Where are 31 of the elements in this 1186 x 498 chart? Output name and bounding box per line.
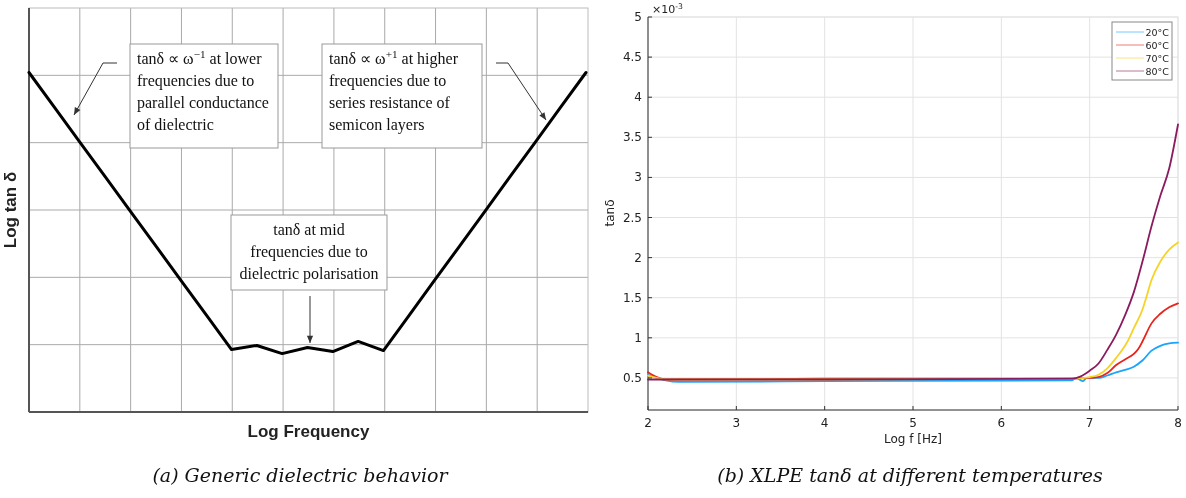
x-tick-label: 8 bbox=[1174, 416, 1182, 430]
text: (a) Generic dielectric behavior bbox=[152, 464, 450, 486]
x-tick-label: 5 bbox=[909, 416, 917, 430]
y-tick-label: 2.5 bbox=[622, 210, 642, 225]
y-axis-title: tanδ bbox=[603, 199, 617, 227]
y-tick-label: 5 bbox=[634, 10, 642, 24]
y-tick-label: 3.5 bbox=[622, 130, 642, 145]
y-tick-label: 3 bbox=[634, 170, 642, 185]
y-tick-label: 2 bbox=[634, 250, 642, 265]
y-axis-title: Log tan δ bbox=[1, 171, 20, 249]
legend-label: 70°C bbox=[1145, 52, 1170, 64]
y-tick-label: 1 bbox=[634, 330, 642, 345]
x-tick-label: 4 bbox=[820, 416, 829, 430]
annotation: tanδ ∝ ω$^{−1}$ at lower frequencies due to parallel conductance of dielectric bbox=[137, 48, 269, 133]
legend-label: 60°C bbox=[1145, 39, 1170, 51]
legend-label: 80°C bbox=[1145, 65, 1170, 77]
text: ×10$^{-3}$ bbox=[652, 1, 683, 16]
y-tick-label: 4 bbox=[634, 90, 642, 105]
text: (b) XLPE tanδ at different temperatures bbox=[717, 464, 1103, 486]
y-tick-label: 1.5 bbox=[622, 290, 642, 305]
x-tick-label: 6 bbox=[997, 416, 1006, 430]
x-tick-label: 7 bbox=[1085, 416, 1094, 430]
x-axis-title: Log f [Hz] bbox=[884, 432, 942, 446]
x-tick-label: 2 bbox=[644, 416, 652, 430]
annotation: tanδ at mid frequencies due to dielectric polarisation bbox=[239, 221, 379, 283]
legend-label: 20°C bbox=[1145, 26, 1170, 38]
x-axis-title: Log Frequency bbox=[247, 422, 370, 441]
y-tick-label: 4.5 bbox=[622, 50, 642, 65]
y-tick-label: 0.5 bbox=[622, 370, 642, 385]
annotation: tanδ ∝ ω$^{+1}$ at higher frequencies due to series resistance of semicon layers bbox=[329, 48, 459, 134]
x-tick-label: 3 bbox=[732, 416, 741, 430]
